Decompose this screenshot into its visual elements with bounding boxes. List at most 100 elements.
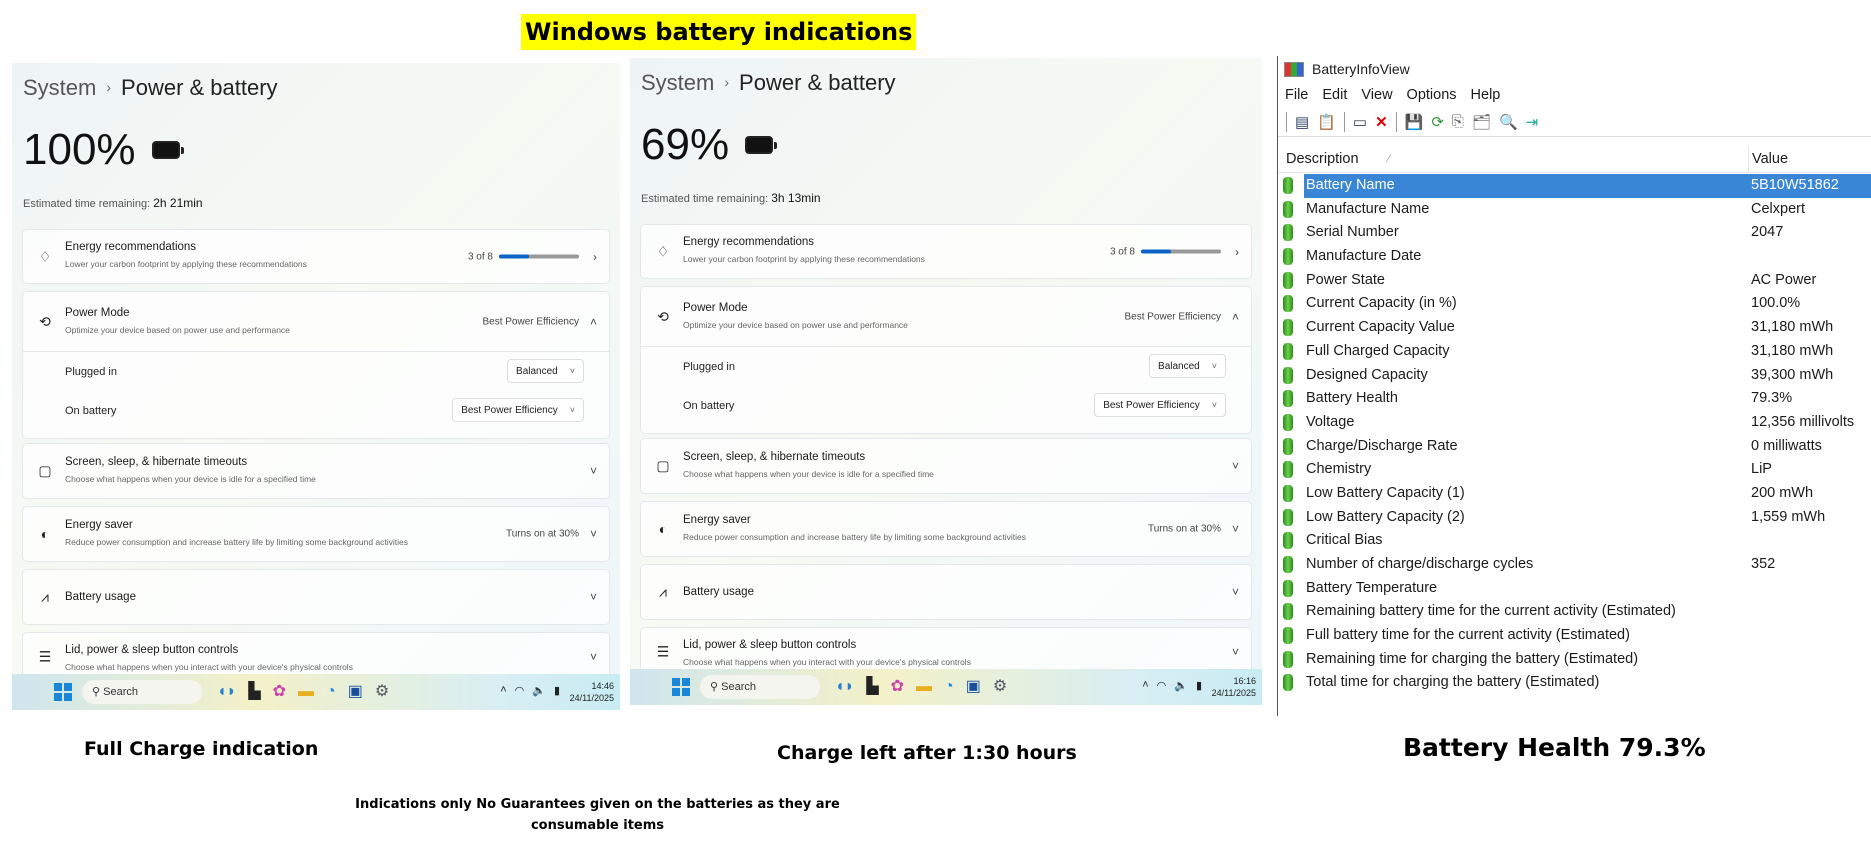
windows-start-icon[interactable] xyxy=(54,683,72,701)
battery-info-row[interactable]: Current Capacity Value 31,180 mWh xyxy=(1278,316,1871,340)
menu-view[interactable]: View xyxy=(1361,86,1393,103)
breadcrumb-system[interactable]: System xyxy=(641,70,715,95)
lid-power-card[interactable]: ☰ Lid, power & sleep button controls Cho… xyxy=(640,627,1252,677)
file-explorer-icon[interactable]: ▬ xyxy=(916,678,933,695)
battery-info-row[interactable]: Designed Capacity 39,300 mWh xyxy=(1278,364,1871,388)
on-battery-dropdown[interactable]: Best Power Efficiency ˅ xyxy=(1094,393,1226,417)
battery-info-row[interactable]: Power State AC Power xyxy=(1278,269,1871,293)
chevron-down-icon: ˅ xyxy=(589,650,597,664)
delete-icon[interactable]: ✕ xyxy=(1375,113,1388,131)
clock[interactable]: 14:46 24/11/2025 xyxy=(570,680,614,704)
battery-info-row[interactable]: Chemistry LiP xyxy=(1278,458,1871,482)
card-title: Battery usage xyxy=(683,586,754,598)
menu-edit[interactable]: Edit xyxy=(1322,86,1348,103)
chevron-down-icon: ˅ xyxy=(1231,459,1239,473)
energy-recommendations-card[interactable]: ♢ Energy recommendations Lower your carb… xyxy=(22,229,610,284)
chart-icon: ⩘ xyxy=(41,588,49,605)
battery-info-view-icon[interactable]: ▤ xyxy=(1295,113,1310,131)
power-mode-header[interactable]: ⟲ Power Mode Optimize your device based … xyxy=(641,287,1251,347)
plugged-in-dropdown[interactable]: Balanced ˅ xyxy=(1149,354,1226,378)
battery-info-row[interactable]: Remaining time for charging the battery … xyxy=(1278,648,1871,672)
taskbar-search[interactable]: ⚲ Search xyxy=(700,675,820,699)
on-battery-label: On battery xyxy=(65,405,117,417)
menu-help[interactable]: Help xyxy=(1470,86,1501,103)
on-battery-dropdown[interactable]: Best Power Efficiency ˅ xyxy=(452,398,584,422)
battery-info-row[interactable]: Critical Bias xyxy=(1278,529,1871,553)
copilot-icon[interactable]: ✿ xyxy=(272,683,287,700)
clock[interactable]: 16:16 24/11/2025 xyxy=(1212,675,1256,699)
disclaimer-line-2: consumable items xyxy=(530,818,665,833)
taskbar-search[interactable]: ⚲ Search xyxy=(82,680,202,704)
refresh-icon[interactable]: ⟳ xyxy=(1431,113,1444,131)
battery-icon xyxy=(745,136,778,154)
battery-info-row[interactable]: Low Battery Capacity (2) 1,559 mWh xyxy=(1278,506,1871,530)
card-title: Lid, power & sleep button controls xyxy=(683,639,857,651)
chevron-up-icon[interactable]: ˄ xyxy=(1142,679,1149,691)
battery-info-row[interactable]: Manufacture Name Celxpert xyxy=(1278,198,1871,222)
row-description: Battery Health xyxy=(1306,390,1398,407)
store-icon[interactable]: ▣ xyxy=(347,683,363,700)
copilot-icon[interactable]: ✿ xyxy=(890,678,905,695)
battery-info-row[interactable]: Voltage 12,356 millivolts xyxy=(1278,411,1871,435)
edge-icon[interactable]: ◔ xyxy=(326,683,336,700)
battery-info-row[interactable]: Serial Number 2047 xyxy=(1278,221,1871,245)
widgets-icon[interactable]: ◖◗ xyxy=(835,678,855,695)
volume-icon[interactable]: 🔈 xyxy=(532,685,546,697)
list-icon: ☰ xyxy=(656,643,670,660)
battery-info-row[interactable]: Total time for charging the battery (Est… xyxy=(1278,671,1871,695)
card-title: Battery usage xyxy=(65,591,136,603)
edge-icon[interactable]: ◔ xyxy=(944,678,954,695)
settings-icon[interactable]: ⚙ xyxy=(374,683,390,700)
battery-info-row[interactable]: Remaining battery time for the current a… xyxy=(1278,600,1871,624)
battery-icon[interactable]: ▮ xyxy=(553,685,560,697)
file-explorer-icon[interactable]: ▬ xyxy=(298,683,315,700)
task-view-icon[interactable]: ▙ xyxy=(248,683,261,700)
plugged-in-dropdown[interactable]: Balanced ˅ xyxy=(507,359,584,383)
find-icon[interactable]: 🔍 xyxy=(1498,113,1518,131)
screen-sleep-card[interactable]: ▢ Screen, sleep, & hibernate timeouts Ch… xyxy=(640,438,1252,494)
menu-options[interactable]: Options xyxy=(1406,86,1457,103)
settings-icon[interactable]: ⚙ xyxy=(992,678,1008,695)
battery-info-row[interactable]: Charge/Discharge Rate 0 milliwatts xyxy=(1278,435,1871,459)
column-value[interactable]: Value xyxy=(1748,146,1788,173)
column-description[interactable]: Description xyxy=(1286,151,1359,167)
screen-sleep-card[interactable]: ▢ Screen, sleep, & hibernate timeouts Ch… xyxy=(22,443,610,499)
energy-saver-card[interactable]: ◐ Energy saver Reduce power consumption … xyxy=(22,506,610,562)
exit-icon[interactable]: ⇥ xyxy=(1525,113,1539,131)
wifi-icon[interactable]: ◠ xyxy=(1156,680,1167,692)
battery-info-row[interactable]: Low Battery Capacity (1) 200 mWh xyxy=(1278,482,1871,506)
breadcrumb-system[interactable]: System xyxy=(23,75,97,100)
widgets-icon[interactable]: ◖◗ xyxy=(217,683,237,700)
volume-icon[interactable]: 🔈 xyxy=(1174,680,1188,692)
task-view-icon[interactable]: ▙ xyxy=(866,678,879,695)
battery-info-row[interactable]: Full Charged Capacity 31,180 mWh xyxy=(1278,340,1871,364)
battery-info-row[interactable]: Manufacture Date xyxy=(1278,245,1871,269)
battery-info-row[interactable]: Battery Health 79.3% xyxy=(1278,387,1871,411)
menu-file[interactable]: File xyxy=(1285,86,1309,103)
battery-usage-card[interactable]: ⩘ Battery usage ˅ xyxy=(640,564,1252,620)
store-icon[interactable]: ▣ xyxy=(965,678,981,695)
battery-info-row[interactable]: Current Capacity (in %) 100.0% xyxy=(1278,292,1871,316)
lid-power-card[interactable]: ☰ Lid, power & sleep button controls Cho… xyxy=(22,632,610,682)
battery-icon xyxy=(1283,556,1293,573)
save-icon[interactable]: 💾 xyxy=(1404,113,1424,131)
battery-info-row[interactable]: Full battery time for the current activi… xyxy=(1278,624,1871,648)
wifi-icon[interactable]: ◠ xyxy=(514,685,525,697)
battery-info-row[interactable]: Number of charge/discharge cycles 352 xyxy=(1278,553,1871,577)
energy-recommendations-card[interactable]: ♢ Energy recommendations Lower your carb… xyxy=(640,224,1252,279)
chevron-up-icon[interactable]: ˄ xyxy=(500,684,507,696)
battery-info-row[interactable]: Battery Name 5B10W51862 xyxy=(1278,174,1871,198)
window-icon[interactable]: ▭ xyxy=(1352,113,1368,131)
properties-icon[interactable]: 🗂 xyxy=(1471,113,1491,131)
windows-start-icon[interactable] xyxy=(672,678,690,696)
chevron-right-icon: › xyxy=(106,79,112,95)
battery-usage-card[interactable]: ⩘ Battery usage ˅ xyxy=(22,569,610,625)
chevron-down-icon: ˅ xyxy=(589,464,597,478)
battery-icon xyxy=(1283,674,1293,692)
copy-icon[interactable]: ⎘ xyxy=(1451,113,1464,130)
battery-info-row[interactable]: Battery Temperature xyxy=(1278,577,1871,601)
energy-saver-card[interactable]: ◐ Energy saver Reduce power consumption … xyxy=(640,501,1252,557)
power-mode-header[interactable]: ⟲ Power Mode Optimize your device based … xyxy=(23,292,609,352)
clipboard-icon[interactable]: 📋 xyxy=(1317,113,1336,131)
battery-icon[interactable]: ▮ xyxy=(1195,680,1202,692)
